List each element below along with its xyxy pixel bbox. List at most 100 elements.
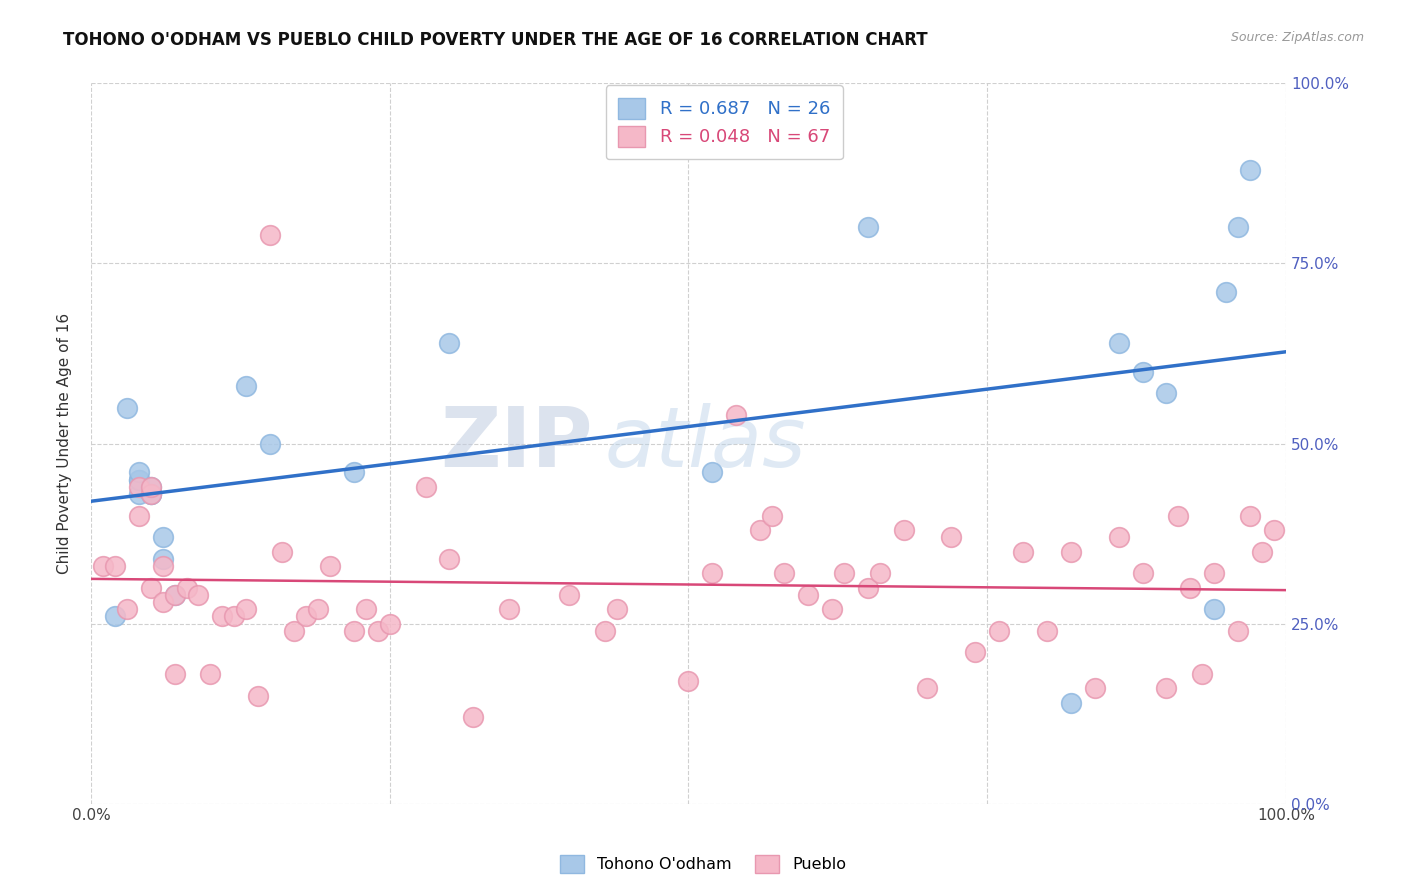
Point bbox=[139, 581, 162, 595]
Text: atlas: atlas bbox=[605, 403, 807, 484]
Point bbox=[115, 602, 138, 616]
Point bbox=[1156, 681, 1178, 696]
Point bbox=[1263, 523, 1285, 537]
Point bbox=[893, 523, 915, 537]
Text: Source: ZipAtlas.com: Source: ZipAtlas.com bbox=[1230, 31, 1364, 45]
Point bbox=[1132, 566, 1154, 581]
Point bbox=[1204, 602, 1226, 616]
Point bbox=[1060, 696, 1083, 710]
Point bbox=[378, 616, 401, 631]
Text: ZIP: ZIP bbox=[440, 403, 593, 484]
Point bbox=[702, 466, 724, 480]
Point bbox=[367, 624, 389, 638]
Point bbox=[319, 558, 342, 573]
Point bbox=[200, 667, 222, 681]
Point bbox=[307, 602, 329, 616]
Point bbox=[128, 480, 150, 494]
Point bbox=[856, 581, 879, 595]
Point bbox=[821, 602, 844, 616]
Point bbox=[856, 220, 879, 235]
Point bbox=[1227, 624, 1250, 638]
Point bbox=[678, 674, 700, 689]
Point bbox=[354, 602, 377, 616]
Point bbox=[1108, 335, 1130, 350]
Point bbox=[104, 609, 127, 624]
Point bbox=[702, 566, 724, 581]
Point bbox=[271, 544, 294, 558]
Point bbox=[343, 624, 366, 638]
Point bbox=[498, 602, 520, 616]
Point bbox=[761, 508, 783, 523]
Point bbox=[224, 609, 246, 624]
Point bbox=[283, 624, 305, 638]
Legend: R = 0.687   N = 26, R = 0.048   N = 67: R = 0.687 N = 26, R = 0.048 N = 67 bbox=[606, 86, 842, 160]
Point bbox=[235, 379, 257, 393]
Point bbox=[259, 436, 281, 450]
Text: TOHONO O'ODHAM VS PUEBLO CHILD POVERTY UNDER THE AGE OF 16 CORRELATION CHART: TOHONO O'ODHAM VS PUEBLO CHILD POVERTY U… bbox=[63, 31, 928, 49]
Point bbox=[1036, 624, 1059, 638]
Legend: Tohono O'odham, Pueblo: Tohono O'odham, Pueblo bbox=[554, 848, 852, 880]
Point bbox=[593, 624, 616, 638]
Point bbox=[1215, 285, 1237, 300]
Point bbox=[832, 566, 855, 581]
Point bbox=[295, 609, 318, 624]
Point bbox=[211, 609, 233, 624]
Point bbox=[152, 530, 174, 544]
Point bbox=[1060, 544, 1083, 558]
Point bbox=[152, 558, 174, 573]
Point bbox=[463, 710, 485, 724]
Point bbox=[558, 588, 581, 602]
Point bbox=[439, 335, 461, 350]
Point bbox=[1012, 544, 1035, 558]
Point bbox=[163, 588, 186, 602]
Point bbox=[1191, 667, 1213, 681]
Point bbox=[176, 581, 198, 595]
Point bbox=[91, 558, 114, 573]
Point bbox=[749, 523, 772, 537]
Point bbox=[1227, 220, 1250, 235]
Point bbox=[988, 624, 1011, 638]
Point bbox=[152, 551, 174, 566]
Point bbox=[941, 530, 963, 544]
Point bbox=[1239, 162, 1261, 177]
Point bbox=[115, 401, 138, 415]
Point bbox=[247, 689, 270, 703]
Point bbox=[797, 588, 820, 602]
Point bbox=[1251, 544, 1274, 558]
Point bbox=[235, 602, 257, 616]
Point bbox=[965, 645, 987, 659]
Point bbox=[725, 408, 748, 422]
Point bbox=[104, 558, 127, 573]
Point bbox=[1156, 386, 1178, 401]
Point bbox=[343, 466, 366, 480]
Point bbox=[139, 480, 162, 494]
Point bbox=[152, 595, 174, 609]
Point bbox=[139, 487, 162, 501]
Point bbox=[415, 480, 437, 494]
Point bbox=[163, 588, 186, 602]
Point bbox=[773, 566, 796, 581]
Point bbox=[1204, 566, 1226, 581]
Point bbox=[869, 566, 891, 581]
Point bbox=[139, 480, 162, 494]
Point bbox=[128, 487, 150, 501]
Point bbox=[1084, 681, 1107, 696]
Point bbox=[163, 667, 186, 681]
Point bbox=[128, 508, 150, 523]
Point bbox=[439, 551, 461, 566]
Point bbox=[139, 487, 162, 501]
Point bbox=[1180, 581, 1202, 595]
Point bbox=[128, 466, 150, 480]
Point bbox=[139, 487, 162, 501]
Point bbox=[128, 473, 150, 487]
Point bbox=[128, 473, 150, 487]
Point bbox=[1167, 508, 1189, 523]
Point bbox=[606, 602, 628, 616]
Point bbox=[1132, 364, 1154, 378]
Y-axis label: Child Poverty Under the Age of 16: Child Poverty Under the Age of 16 bbox=[58, 313, 72, 574]
Point bbox=[917, 681, 939, 696]
Point bbox=[1108, 530, 1130, 544]
Point bbox=[1239, 508, 1261, 523]
Point bbox=[259, 227, 281, 242]
Point bbox=[187, 588, 209, 602]
